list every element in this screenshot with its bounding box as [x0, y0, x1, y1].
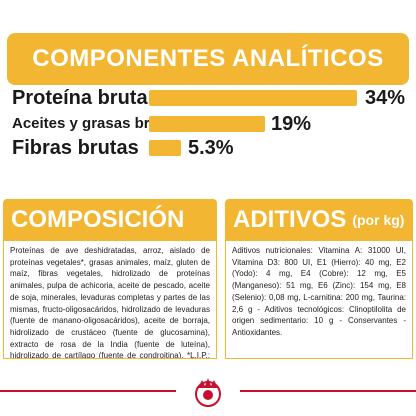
analytics-bar: [149, 140, 181, 156]
composition-text: Proteínas de ave deshidratadas, arroz, a…: [10, 246, 210, 359]
analytics-bar: [149, 90, 357, 106]
composition-header: COMPOSICIÓN: [3, 199, 217, 241]
additives-header: ADITIVOS (por kg): [225, 199, 413, 241]
analytics-label: Aceites y grasas brutos: [12, 115, 182, 132]
analytics-label: Fibras brutas: [12, 137, 139, 159]
composition-title: COMPOSICIÓN: [11, 206, 185, 233]
analytics-value: 5.3%: [188, 137, 234, 159]
analytics-row-protein: Proteína bruta 34%: [12, 86, 412, 112]
footer-line-right: [240, 390, 416, 392]
footer-line-left: [0, 390, 176, 392]
analytics-banner: COMPONENTES ANALÍTICOS: [7, 33, 409, 85]
analytics-bar: [149, 116, 265, 132]
analytics-title: COMPONENTES ANALÍTICOS: [32, 45, 384, 72]
analytics-label: Proteína bruta: [12, 87, 148, 109]
royal-canin-crown-logo-icon: [183, 376, 233, 408]
composition-body: Proteínas de ave deshidratadas, arroz, a…: [3, 241, 217, 359]
analytics-value: 19%: [271, 113, 312, 135]
analytics-value: 34%: [365, 87, 406, 109]
additives-body: Aditivos nutricionales: Vitamina A: 3100…: [225, 241, 413, 359]
analytics-row-fats: Aceites y grasas brutos 19%: [12, 112, 412, 138]
analytics-row-fiber: Fibras brutas 5.3%: [12, 136, 412, 162]
additives-subtitle: (por kg): [352, 212, 405, 228]
additives-title: ADITIVOS: [233, 206, 347, 233]
additives-text: Aditivos nutricionales: Vitamina A: 3100…: [232, 246, 406, 337]
